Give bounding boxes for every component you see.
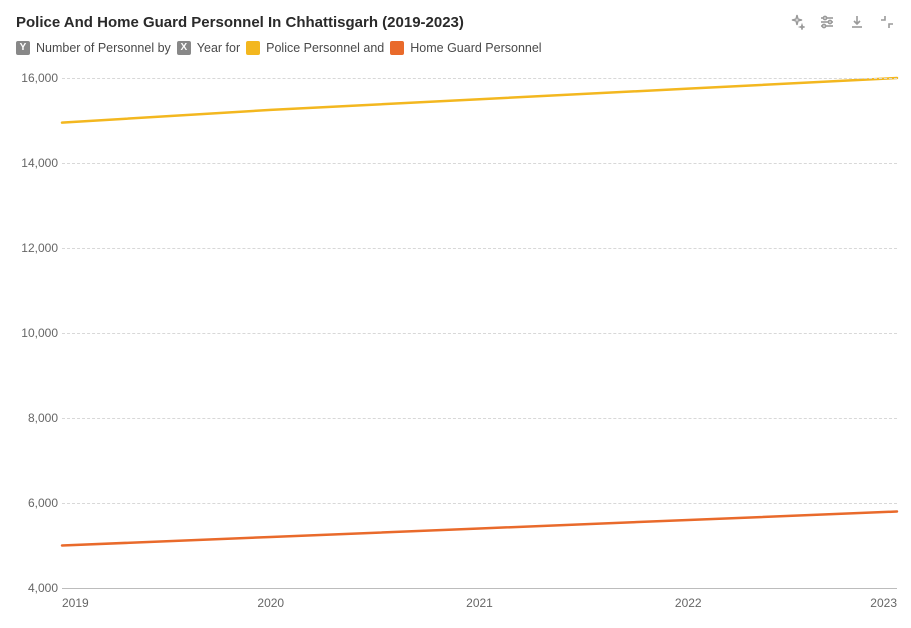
gridline: [62, 503, 897, 504]
legend-series2-label: Home Guard Personnel: [410, 41, 541, 55]
y-axis-label: 12,000: [10, 241, 58, 255]
y-axis-label: 8,000: [10, 411, 58, 425]
gridline: [62, 418, 897, 419]
y-axis-badge: Y: [16, 41, 30, 55]
legend-swatch-homeguard: [390, 41, 404, 55]
gridline: [62, 333, 897, 334]
collapse-icon[interactable]: [879, 14, 895, 30]
chart-plot: [62, 78, 897, 588]
settings-icon[interactable]: [819, 14, 835, 30]
x-axis-label: 2023: [870, 596, 897, 610]
gridline: [62, 248, 897, 249]
gridline: [62, 588, 897, 589]
chart-area: 4,0006,0008,00010,00012,00014,00016,0002…: [16, 78, 897, 610]
legend-series1-label: Police Personnel and: [266, 41, 384, 55]
x-axis-label: 2020: [257, 596, 284, 610]
x-axis-label: 2021: [466, 596, 493, 610]
x-axis-label: 2022: [675, 596, 702, 610]
legend-swatch-police: [246, 41, 260, 55]
sparkle-icon[interactable]: [789, 14, 805, 30]
chart-title: Police And Home Guard Personnel In Chhat…: [16, 14, 464, 31]
legend-y-text: Number of Personnel by: [36, 41, 171, 55]
gridline: [62, 163, 897, 164]
download-icon[interactable]: [849, 14, 865, 30]
legend-x-text: Year for: [197, 41, 240, 55]
line-police-personnel: [62, 78, 897, 123]
y-axis-label: 4,000: [10, 581, 58, 595]
chart-legend: Y Number of Personnel by X Year for Poli…: [0, 31, 911, 59]
x-axis-badge: X: [177, 41, 191, 55]
gridline: [62, 78, 897, 79]
line-home-guard-personnel: [62, 512, 897, 546]
chart-toolbar: [789, 14, 895, 30]
y-axis-label: 14,000: [10, 156, 58, 170]
y-axis-label: 10,000: [10, 326, 58, 340]
y-axis-label: 6,000: [10, 496, 58, 510]
y-axis-label: 16,000: [10, 71, 58, 85]
x-axis-label: 2019: [62, 596, 89, 610]
